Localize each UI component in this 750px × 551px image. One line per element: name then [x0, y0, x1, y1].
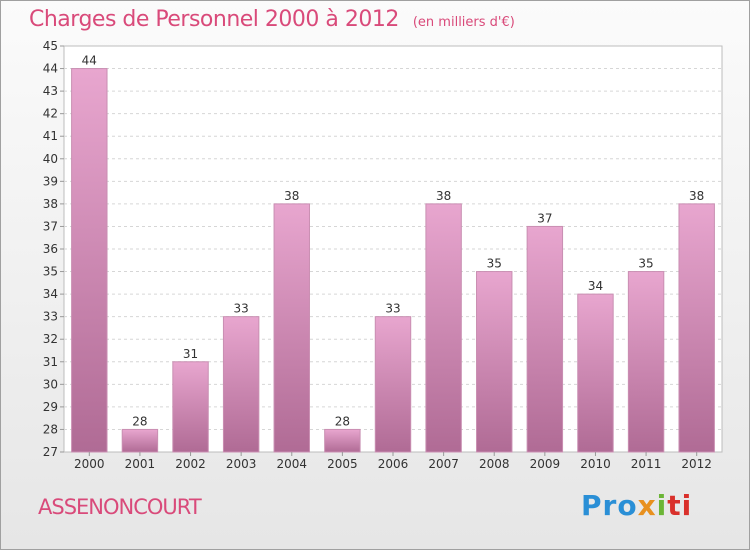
bar: [627, 271, 665, 453]
y-tick-label: 45: [43, 39, 58, 53]
bar-value-label: 33: [234, 302, 249, 316]
x-axis: 2000 2001 2002 2003 2004 2005 2006 2007 2008 2009…: [74, 452, 712, 471]
x-tick-label: 2010: [580, 457, 611, 471]
y-tick-label: 31: [43, 355, 58, 369]
bar-value-label: 35: [487, 257, 502, 271]
y-tick-label: 41: [43, 129, 58, 143]
bar-value-label: 37: [537, 211, 552, 225]
bar: [476, 271, 513, 453]
y-tick-label: 37: [43, 219, 58, 233]
bar-value-label: 28: [132, 414, 147, 428]
bar: [172, 361, 209, 453]
y-tick-label: 39: [43, 174, 58, 188]
y-tick-label: 30: [43, 377, 58, 391]
chart-title: Charges de Personnel 2000 à 2012 (en mill…: [29, 7, 515, 32]
x-tick-label: 2003: [226, 457, 257, 471]
bar: [678, 203, 715, 453]
bar: [577, 293, 614, 453]
y-tick-label: 43: [43, 84, 58, 98]
y-tick-label: 34: [43, 287, 58, 301]
y-tick-label: 33: [43, 310, 58, 324]
x-tick-label: 2005: [327, 457, 358, 471]
bar-value-label: 38: [436, 189, 451, 203]
y-tick-label: 40: [43, 152, 58, 166]
logo-part: i: [656, 489, 668, 522]
bar-value-label: 35: [638, 257, 653, 271]
logo-part: x: [637, 489, 657, 522]
x-tick-label: 2004: [276, 457, 307, 471]
bar: [425, 203, 462, 453]
y-tick-label: 38: [43, 197, 58, 211]
x-tick-label: 2001: [125, 457, 156, 471]
y-tick-label: 32: [43, 332, 58, 346]
x-tick-label: 2007: [428, 457, 459, 471]
bar-value-label: 38: [689, 189, 704, 203]
bar: [374, 316, 412, 453]
bar-value-label: 44: [82, 54, 97, 68]
bar-value-label: 34: [588, 279, 603, 293]
y-tick-label: 44: [43, 62, 58, 76]
bar: [273, 203, 310, 453]
y-tick-label: 29: [43, 400, 58, 414]
x-tick-label: 2012: [681, 457, 712, 471]
x-tick-label: 2008: [479, 457, 510, 471]
bar-value-label: 31: [183, 347, 198, 361]
y-tick-label: 35: [43, 265, 58, 279]
bar: [222, 316, 260, 453]
bars: 44 28 31 33 38 28 33 38 35 37 34 35 38: [71, 54, 715, 453]
x-tick-label: 2006: [378, 457, 409, 471]
bar-value-label: 33: [385, 302, 400, 316]
y-tick-label: 28: [43, 422, 58, 436]
y-axis: 27 28 29 30 31 32 33 34 35 36 37 38 39 40 41 42 43 44 45: [43, 39, 64, 459]
x-tick-label: 2002: [175, 457, 206, 471]
y-tick-label: 42: [43, 107, 58, 121]
chart-title-text: Charges de Personnel 2000 à 2012: [29, 7, 399, 32]
logo-part: Pro: [581, 489, 638, 522]
bar-value-label: 28: [335, 414, 350, 428]
proxiti-logo: Proxiti: [581, 489, 692, 522]
bar: [324, 428, 361, 453]
bar-value-label: 38: [284, 189, 299, 203]
bar: [71, 68, 108, 453]
y-tick-label: 27: [43, 445, 58, 459]
chart-subtitle: (en milliers d'€): [412, 15, 515, 30]
y-tick-label: 36: [43, 242, 58, 256]
x-tick-label: 2011: [631, 457, 662, 471]
commune-name: ASSENONCOURT: [38, 495, 202, 519]
bar: [121, 428, 159, 453]
bar: [526, 225, 564, 453]
x-tick-label: 2009: [530, 457, 561, 471]
x-tick-label: 2000: [74, 457, 105, 471]
logo-part: ti: [667, 489, 693, 522]
